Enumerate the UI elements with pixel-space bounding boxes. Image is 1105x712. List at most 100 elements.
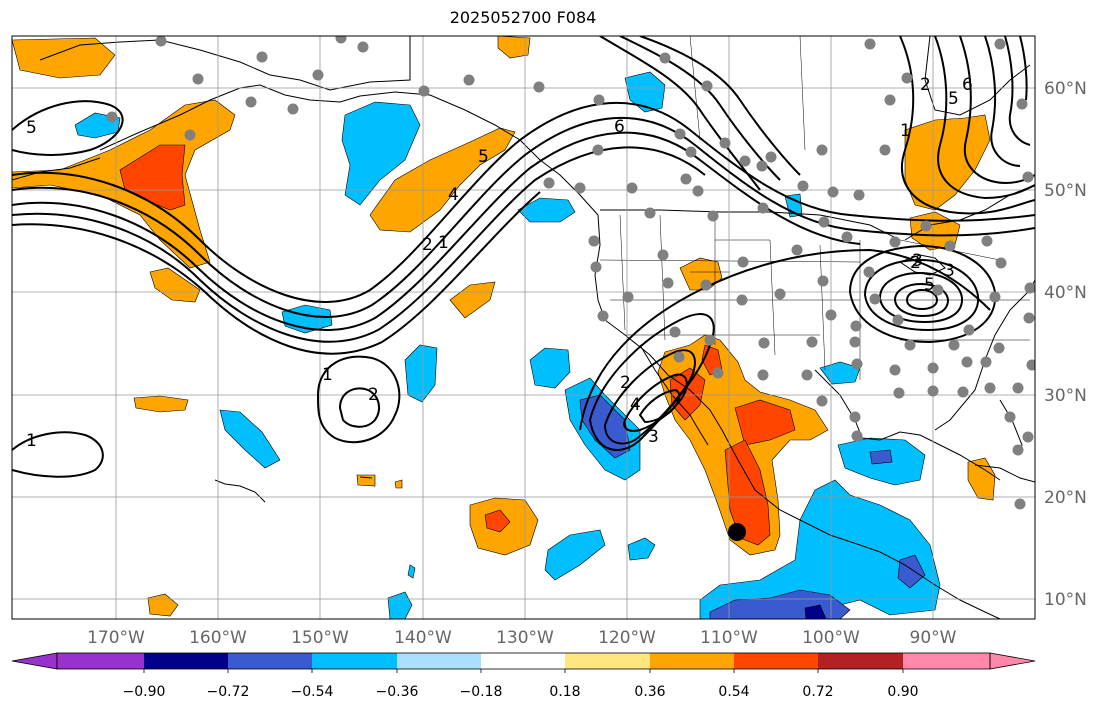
contour-label: 2 [920,75,931,95]
blue-field-canada [624,71,666,113]
contour-north-loop [599,36,761,191]
contour-northeast-1 [899,36,1035,215]
contour-east-low-3 [878,271,964,324]
colorbar-segment [228,653,312,669]
orange-field-northeast [904,114,991,211]
contour-label: 3 [912,251,923,271]
lat-label: 20°N [1044,488,1087,508]
hudson-bay [924,36,1031,116]
orange-field-mid-pacific-3 [133,395,189,413]
blue-field-baja-west [529,347,571,389]
contour-label: 1 [26,431,37,451]
blue-field-bc-coast [517,197,576,223]
orange-field-south-2 [147,593,179,617]
blue-field-gulf-alaska [341,101,421,206]
contour-northeast-4 [984,36,1021,167]
contour-label: 6 [962,75,973,95]
contour-central-low-inner [338,387,381,428]
state-borders [409,36,1030,380]
contour-northeast-2 [934,36,1035,200]
lon-label: 150°W [291,628,349,648]
contour-northeast-3 [959,36,1035,185]
latitude-labels: 60°N 50°N 40°N 30°N 20°N 10°N [1044,79,1087,610]
lat-label: 30°N [1044,386,1087,406]
great-lakes [898,254,946,276]
lon-label: 130°W [496,628,554,648]
cuba [974,464,1035,483]
darkblue-field-gulf [869,449,893,465]
contour-label: 5 [478,147,489,167]
alaska-peninsula [99,84,541,161]
lon-label: 170°W [87,628,145,648]
blue-field-south-4 [407,564,416,579]
colorbar-segment [144,653,228,669]
us-east-coast [934,279,1035,431]
colorbar-segment [734,653,818,669]
contour-west-inner-5 [12,100,124,156]
contour-west-4 [12,146,706,343]
colorbar-tick-label: 0.54 [718,684,749,700]
contour-west-3 [12,131,861,331]
gulf-coast [814,369,1001,481]
contour-label: 2 [620,373,631,393]
orange-field-hawaii-2 [394,479,403,489]
lat-label: 50°N [1044,181,1087,201]
lat-label: 10°N [1044,590,1087,610]
colorbar-tick-label: −0.72 [207,684,250,700]
colorbar-segment [903,653,990,669]
lat-label: 40°N [1044,283,1087,303]
lon-label: 100°W [802,628,860,648]
blue-field-south-1 [544,529,606,581]
colorbar-tick-label: −0.90 [123,684,166,700]
colorbar-tick-label: 0.90 [887,684,918,700]
orange-field-hawaii-1 [356,474,376,487]
contour-northeast-6 [1019,36,1028,101]
map-title: 2025052700 F084 [449,8,597,27]
lon-label: 160°W [189,628,247,648]
contour-baja-4 [638,388,681,424]
colorbar-segment [312,653,397,669]
contour-baja-2 [603,349,696,445]
contour-label: 2 [910,253,921,273]
contour-east-low-4 [893,282,950,318]
contour-lines [12,36,1035,478]
lon-label: 90°W [910,628,957,648]
contour-north-loop-2 [619,36,781,181]
orange-field-colorado [679,257,723,291]
contour-label: 2 [422,235,433,255]
colorbar-segment [397,653,481,669]
red-field-south-1 [484,509,511,533]
red-field-mexico-4 [724,439,771,546]
contour-label: 1 [322,365,333,385]
us-canada-border [600,209,901,241]
colorbar-segment [481,653,565,669]
contour-label: 1 [900,121,911,141]
colorbar-segment [565,653,650,669]
contour-label: 4 [630,395,641,415]
contour-label: 4 [448,185,459,205]
colorbar-tick-label: 0.18 [549,684,580,700]
contour-label: 3 [648,427,659,447]
contour-label: 5 [924,275,935,295]
longitude-labels: 170°W 160°W 150°W 140°W 130°W 120°W 110°… [87,628,957,648]
contour-label: 2 [368,385,379,405]
lon-label: 140°W [394,628,452,648]
contour-baja-3 [623,373,688,432]
colorbar: −0.90 −0.72 −0.54 −0.36 −0.18 0.18 0.36 … [11,652,1036,700]
colorbar-tick-label: 0.36 [634,684,665,700]
colorbar-extend-right [989,652,1036,670]
contour-label: 5 [948,89,959,109]
plot-frame [11,35,1036,620]
contour-west-bottom [12,431,104,478]
contour-label: 6 [614,117,625,137]
map-plot-area: 5 1 2 4 5 6 1 2 1 2 3 4 5 2 3 3 1 2 5 6 [12,36,1035,619]
orange-field-mid-pacific-2 [449,281,496,319]
colorbar-tick-label: −0.18 [460,684,503,700]
contour-east-low-5 [905,288,939,311]
hawaii-2 [214,479,266,503]
colorbar-tick-label: −0.36 [376,684,419,700]
lon-label: 110°W [700,628,758,648]
storm-center-marker [728,523,746,541]
navy-field-east-pacific [804,604,827,619]
blue-field-central-pacific-2 [219,409,281,469]
